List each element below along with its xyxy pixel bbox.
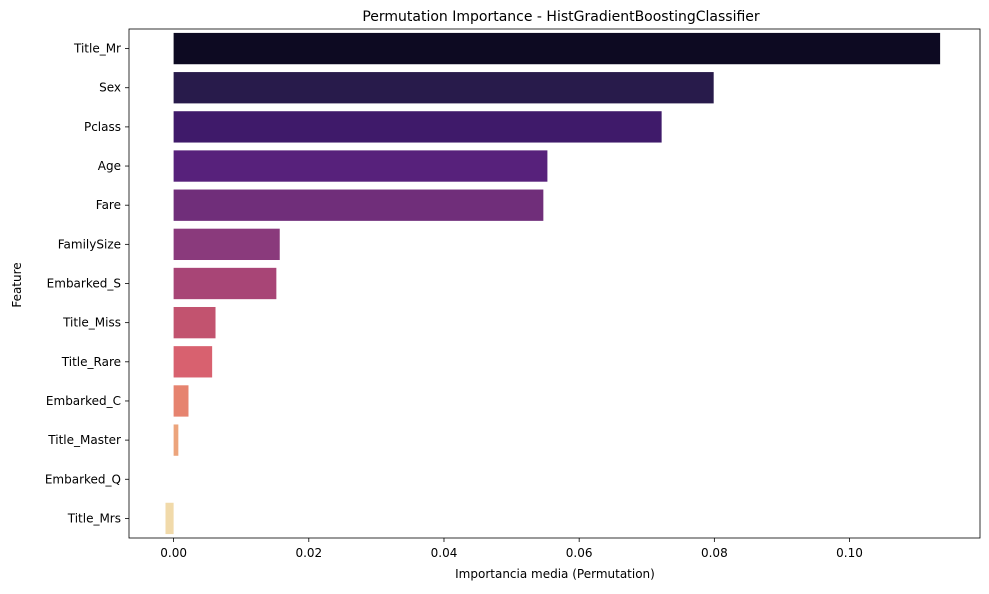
x-tick-label: 0.08 bbox=[701, 546, 728, 560]
bar-familysize bbox=[173, 228, 280, 261]
y-tick-label: Title_Miss bbox=[62, 316, 121, 330]
y-tick-label: Title_Mr bbox=[73, 42, 121, 56]
y-tick-label: Age bbox=[98, 159, 121, 173]
y-tick-label: Title_Mrs bbox=[67, 511, 121, 525]
chart-title: Permutation Importance - HistGradientBoo… bbox=[362, 9, 760, 25]
x-tick-label: 0.10 bbox=[836, 546, 863, 560]
y-tick-label: Sex bbox=[99, 81, 121, 95]
bar-sex bbox=[173, 72, 714, 104]
y-tick-label: Embarked_C bbox=[46, 394, 121, 408]
bar-title-miss bbox=[173, 306, 216, 339]
y-ticks-layer: Title_Mr Sex Pclass Age Fare FamilySize Embark… bbox=[45, 42, 129, 525]
x-ticks-layer: 0.00 0.02 0.04 0.06 0.08 0.10 bbox=[160, 538, 863, 560]
x-axis-label: Importancia media (Permutation) bbox=[455, 567, 655, 581]
bar-title-mrs bbox=[165, 502, 174, 535]
x-tick-label: 0.04 bbox=[431, 546, 458, 560]
bar-title-mr bbox=[173, 32, 941, 65]
y-tick-label: FamilySize bbox=[58, 237, 121, 251]
bar-embarked-s bbox=[173, 267, 277, 300]
y-tick-label: Title_Rare bbox=[61, 355, 121, 369]
bar-title-rare bbox=[173, 346, 213, 378]
bars-layer bbox=[165, 32, 941, 535]
bar-fare bbox=[173, 189, 544, 221]
x-tick-label: 0.06 bbox=[566, 546, 593, 560]
y-tick-label: Pclass bbox=[84, 120, 121, 134]
x-tick-label: 0.02 bbox=[295, 546, 322, 560]
bar-title-master bbox=[173, 424, 179, 456]
y-tick-label: Embarked_S bbox=[47, 277, 121, 291]
x-tick-label: 0.00 bbox=[160, 546, 187, 560]
bar-age bbox=[173, 150, 548, 182]
y-tick-label: Title_Master bbox=[47, 433, 121, 447]
plot-frame bbox=[128, 28, 981, 539]
y-axis-label: Feature bbox=[10, 262, 24, 307]
bar-pclass bbox=[173, 111, 662, 143]
y-tick-label: Embarked_Q bbox=[45, 472, 121, 486]
bar-embarked-c bbox=[173, 385, 189, 417]
y-tick-label: Fare bbox=[96, 198, 121, 212]
